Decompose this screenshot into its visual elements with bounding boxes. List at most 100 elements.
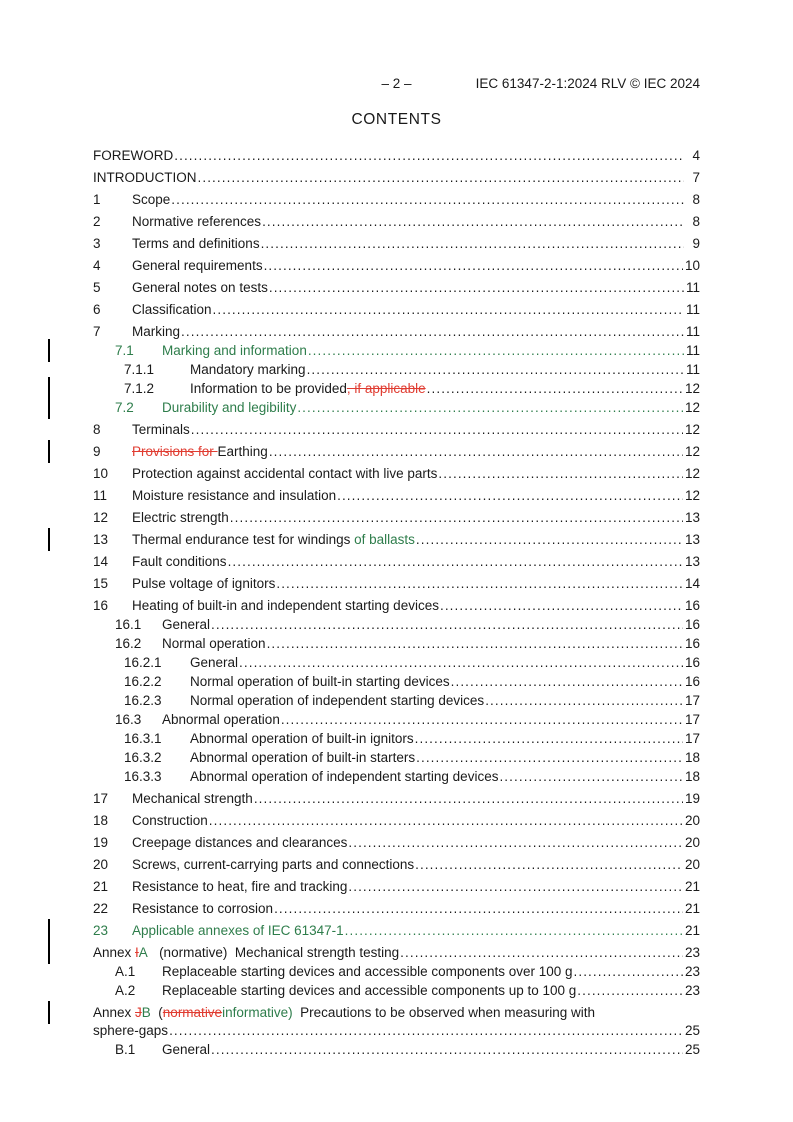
toc-row[interactable]: 20 Screws, current-carrying parts and con… <box>93 856 700 874</box>
toc-row[interactable]: FOREWORD 4 <box>93 147 700 165</box>
toc-row-page: 16 <box>684 655 700 670</box>
toc-row[interactable]: sphere-gaps 25 <box>93 1022 700 1040</box>
toc-row[interactable]: 5 General notes on tests 11 <box>93 279 700 297</box>
toc-row-page: 13 <box>684 554 700 569</box>
toc-row-title: Classification <box>132 301 212 319</box>
inserted-text-segment: A <box>138 945 148 960</box>
text-segment: Pulse voltage of ignitors <box>132 576 276 591</box>
toc-row-number: 20 <box>93 857 109 872</box>
toc-row[interactable]: 15 Pulse voltage of ignitors 14 <box>93 575 700 593</box>
toc-row-page: 18 <box>684 750 700 765</box>
toc-row-title: Pulse voltage of ignitors <box>132 575 275 593</box>
toc-row[interactable]: 14 Fault conditions 13 <box>93 553 700 571</box>
toc-row-title: Marking and information <box>162 342 307 360</box>
text-segment: Annex <box>93 1005 136 1020</box>
toc-row[interactable]: 7.1.1 Mandatory marking 11 <box>93 361 700 379</box>
toc-row-page: 19 <box>684 791 700 806</box>
toc-row[interactable]: 16.3.2 Abnormal operation of built-in sta… <box>93 749 700 767</box>
text-segment: Normative references <box>132 214 262 229</box>
toc-row[interactable]: 17 Mechanical strength 19 <box>93 790 700 808</box>
toc-row[interactable]: 16.3.3 Abnormal operation of independent … <box>93 768 700 786</box>
toc-row[interactable]: 16.3.1 Abnormal operation of built-in ign… <box>93 730 700 748</box>
toc-row-title: INTRODUCTION <box>93 169 197 187</box>
dot-leader <box>230 509 683 527</box>
toc-row[interactable]: 23 Applicable annexes of IEC 61347-1 21 <box>48 919 700 942</box>
toc-row-page: 11 <box>685 302 700 317</box>
toc-row-page: 20 <box>684 813 700 828</box>
dot-leader <box>485 692 683 710</box>
toc-row[interactable]: 16 Heating of built-in and independent st… <box>93 597 700 615</box>
text-segment: Abnormal operation <box>162 712 280 727</box>
toc-row[interactable]: 16.2 Normal operation 16 <box>93 635 700 653</box>
toc-row[interactable]: 16.2.2 Normal operation of built-in start… <box>93 673 700 691</box>
toc-row[interactable]: 22 Resistance to corrosion 21 <box>93 900 700 918</box>
toc-row[interactable]: B.1 General 25 <box>93 1041 700 1059</box>
dot-leader <box>228 553 683 571</box>
toc-row[interactable]: 6 Classification 11 <box>93 301 700 319</box>
toc-row-title: Resistance to heat, fire and tracking <box>132 878 347 896</box>
toc-row-number: 7.1 <box>115 343 134 358</box>
toc-row[interactable]: A.2 Replaceable starting devices and acce… <box>93 982 700 1000</box>
toc-row[interactable]: 8 Terminals 12 <box>93 421 700 439</box>
text-segment: Fault conditions <box>132 554 227 569</box>
toc-row-number: A.1 <box>115 964 136 979</box>
toc-row[interactable]: 18 Construction 20 <box>93 812 700 830</box>
toc-row-number: 11 <box>93 488 108 503</box>
dot-leader <box>239 654 683 672</box>
toc-row[interactable]: Annex JB (normativeinformative) Precauti… <box>48 1001 700 1024</box>
toc-row-page: 23 <box>684 964 700 979</box>
toc-row[interactable]: 11 Moisture resistance and insulation 12 <box>93 487 700 505</box>
toc-row-title: Moisture resistance and insulation <box>132 487 336 505</box>
toc-row[interactable]: 10 Protection against accidental contact … <box>93 465 700 483</box>
toc-row[interactable]: 12 Electric strength 13 <box>93 509 700 527</box>
toc-row[interactable]: 16.3 Abnormal operation 17 <box>93 711 700 729</box>
toc-row[interactable]: 16.2.3 Normal operation of independent st… <box>93 692 700 710</box>
toc-row-title: Replaceable starting devices and accessi… <box>162 963 573 981</box>
toc-row[interactable]: 9 Provisions for Earthing 12 <box>48 440 700 463</box>
toc-row[interactable]: 7.1 Marking and information 11 <box>48 339 700 362</box>
toc-row-page: 12 <box>684 466 700 481</box>
dot-leader <box>297 399 683 417</box>
toc-row[interactable]: 1 Scope 8 <box>93 191 700 209</box>
dot-leader <box>400 944 683 962</box>
toc-row[interactable]: 7.1.2 Information to be provided, if appl… <box>48 377 700 400</box>
toc-row-page: 25 <box>684 1042 700 1057</box>
toc-row[interactable]: 16.2.1 General 16 <box>93 654 700 672</box>
text-segment: Moisture resistance and insulation <box>132 488 337 503</box>
toc-row[interactable]: 7 Marking 11 <box>93 323 700 341</box>
toc-row-page: 17 <box>684 712 700 727</box>
change-bar <box>48 1001 50 1024</box>
toc-row-title: Terminals <box>132 421 190 439</box>
text-segment: General <box>162 1042 211 1057</box>
header-document-reference: IEC 61347-2-1:2024 RLV © IEC 2024 <box>475 76 700 91</box>
page-header: – 2 – IEC 61347-2-1:2024 RLV © IEC 2024 <box>93 76 700 94</box>
toc-row[interactable]: 16.1 General 16 <box>93 616 700 634</box>
toc-row[interactable]: Annex IA (normative) Mechanical strength… <box>48 941 700 964</box>
toc-row[interactable]: 13 Thermal endurance test for windings of… <box>48 528 700 551</box>
text-segment: Mechanical strength <box>132 791 253 806</box>
toc-row[interactable]: 4 General requirements 10 <box>93 257 700 275</box>
deleted-text-segment: I <box>135 945 139 960</box>
toc-row-page: 17 <box>684 693 700 708</box>
toc-row-page: 16 <box>684 617 700 632</box>
toc-row[interactable]: 19 Creepage distances and clearances 20 <box>93 834 700 852</box>
toc-row-page: 10 <box>684 258 700 273</box>
toc-row[interactable]: 7.2 Durability and legibility 12 <box>48 396 700 419</box>
toc-row[interactable]: 21 Resistance to heat, fire and tracking 2… <box>93 878 700 896</box>
toc-row[interactable]: INTRODUCTION 7 <box>93 169 700 187</box>
toc-row[interactable]: 3 Terms and definitions 9 <box>93 235 700 253</box>
text-segment: Electric strength <box>132 510 229 525</box>
toc-row-number: 16.3 <box>115 712 142 727</box>
toc-row-title: Replaceable starting devices and accessi… <box>162 982 576 1000</box>
toc-row[interactable]: 2 Normative references 8 <box>93 213 700 231</box>
toc-row-page: 23 <box>684 983 700 998</box>
toc-row-title: Provisions for Earthing <box>132 443 268 461</box>
toc-row-page: 11 <box>685 362 700 377</box>
toc-row[interactable]: A.1 Replaceable starting devices and acce… <box>93 963 700 981</box>
toc-row-title: Scope <box>132 191 170 209</box>
toc-row-number: 10 <box>93 466 109 481</box>
dot-leader <box>174 147 684 165</box>
toc-row-title: Abnormal operation of independent starti… <box>190 768 498 786</box>
dot-leader <box>261 235 684 253</box>
text-segment: General <box>162 617 211 632</box>
